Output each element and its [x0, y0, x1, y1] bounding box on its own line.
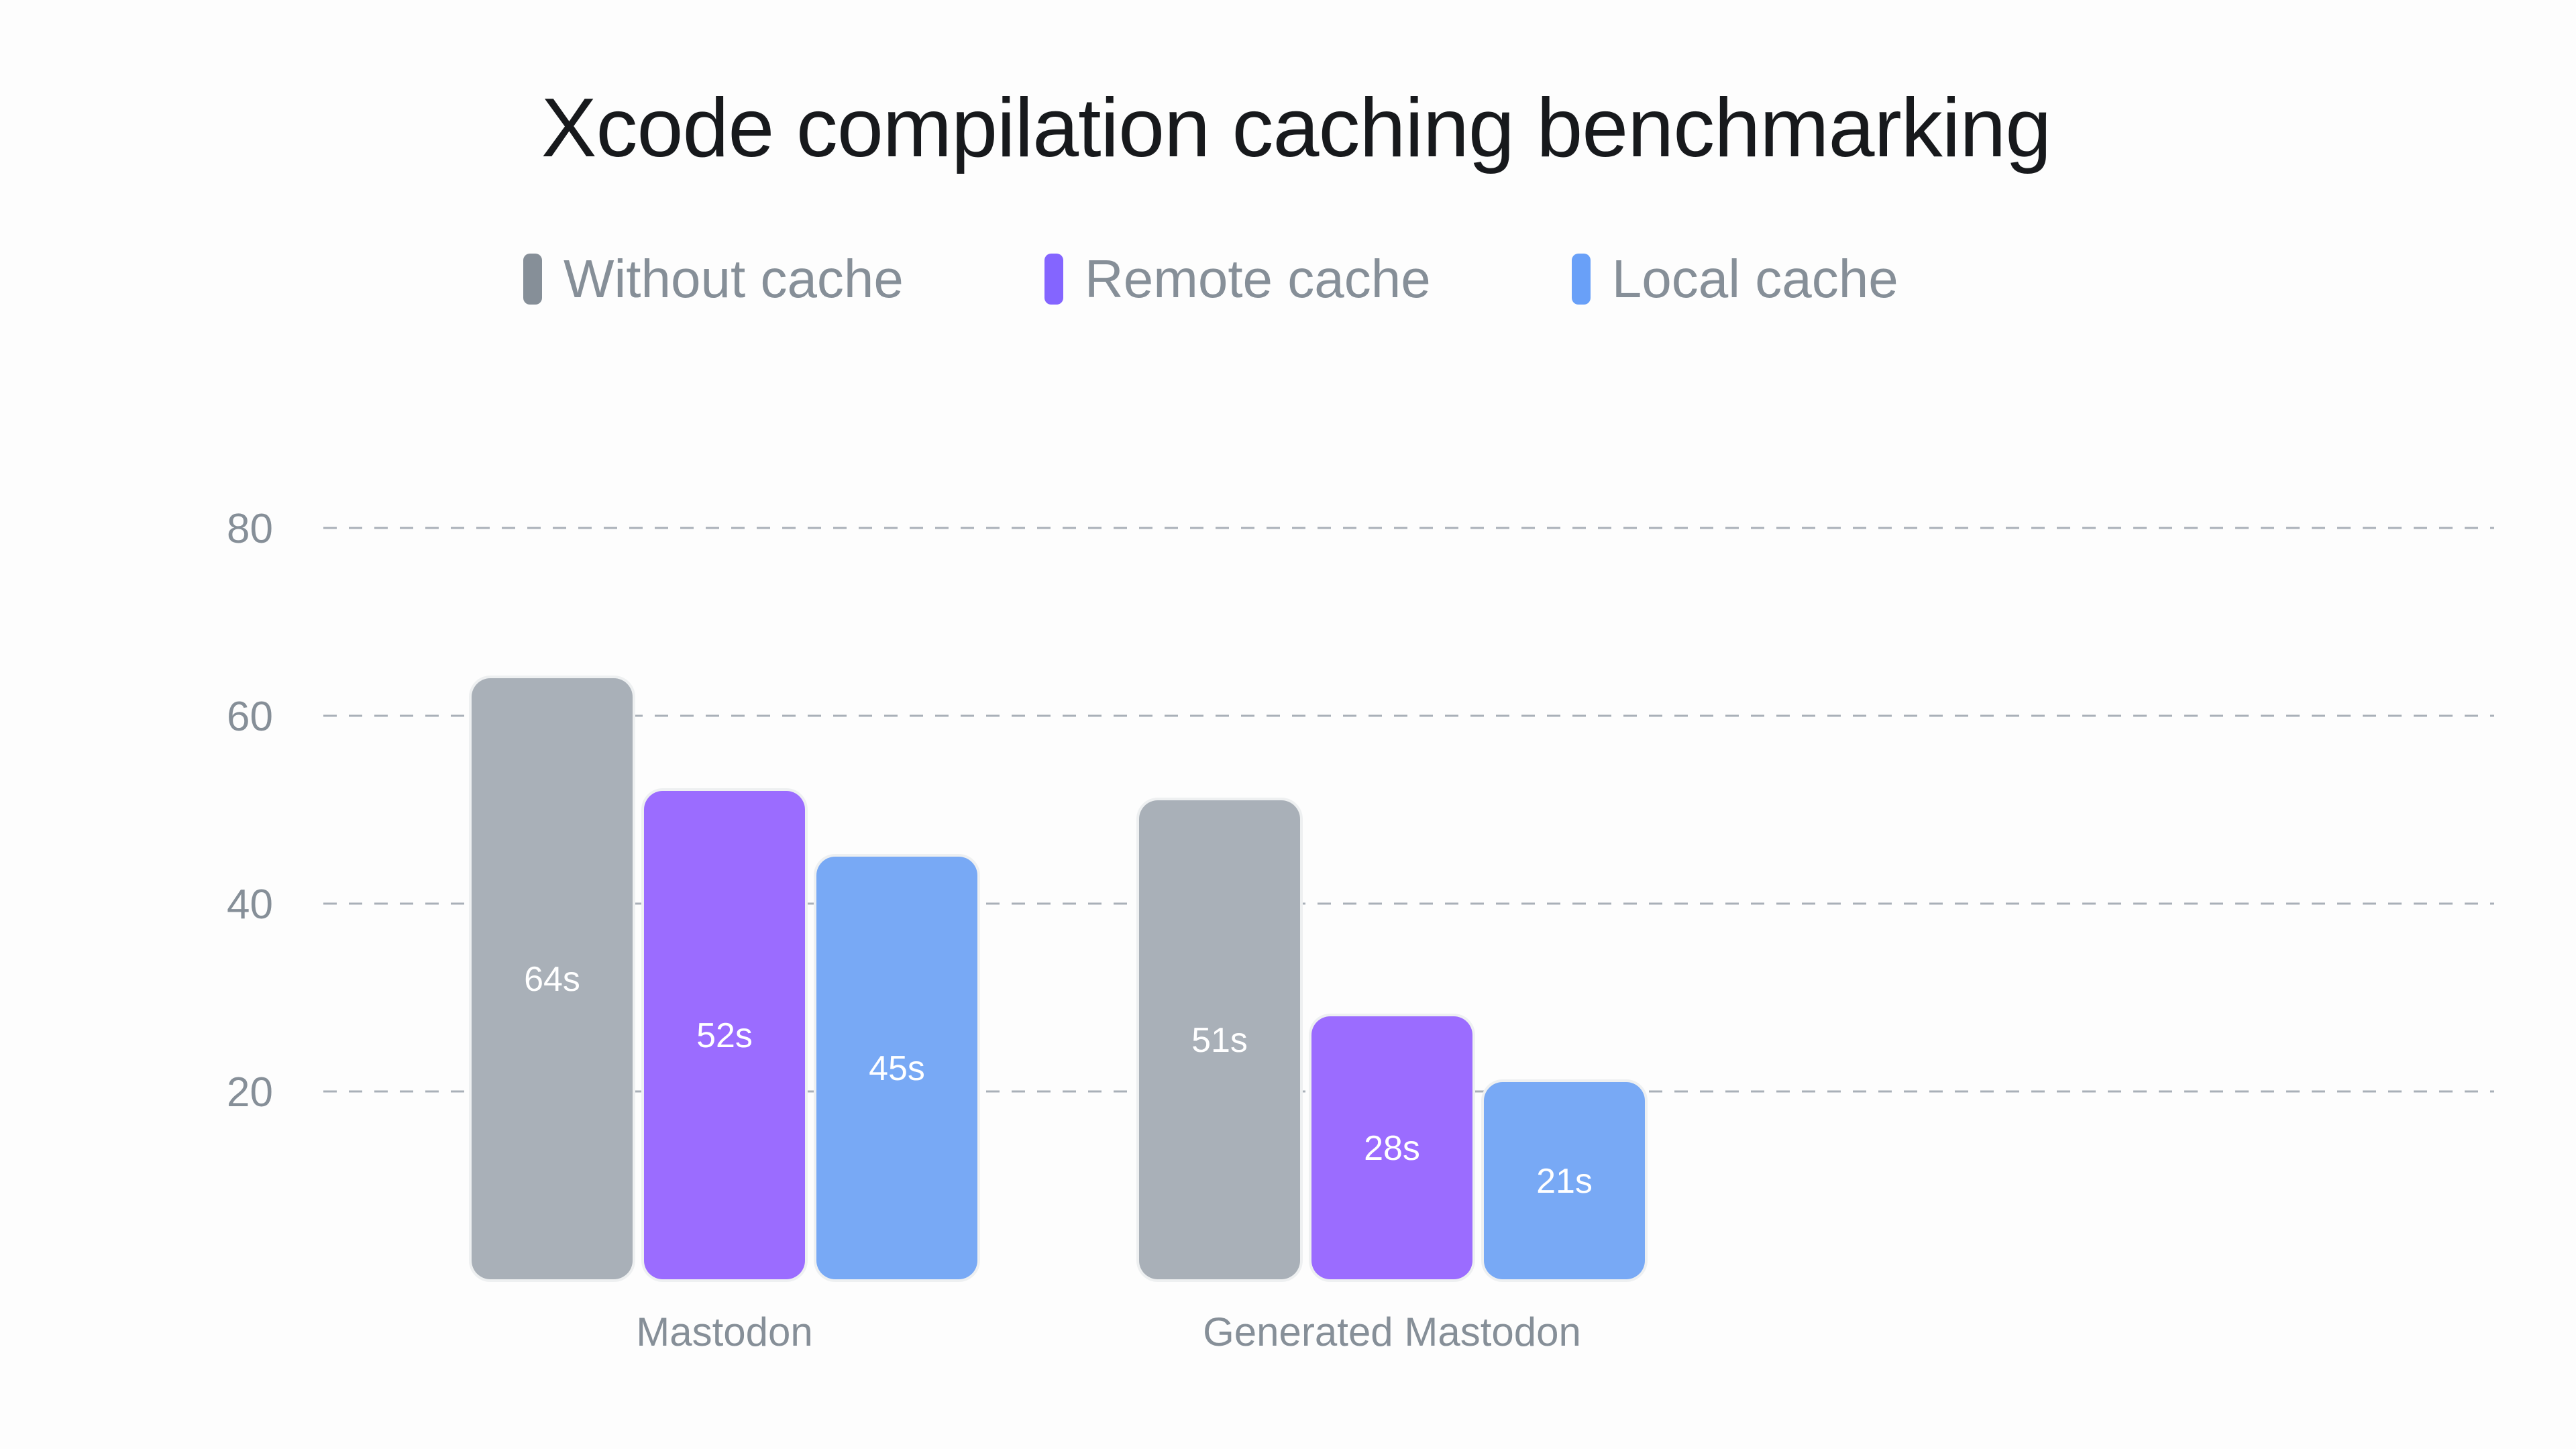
legend-swatch: [1571, 254, 1591, 305]
x-category-label: Mastodon: [636, 1309, 813, 1354]
bar-remote-cache[interactable]: [644, 791, 805, 1279]
legend-item-without-cache[interactable]: Without cache: [523, 248, 904, 310]
data-label: 51s: [1191, 1021, 1248, 1060]
data-label: 21s: [1536, 1162, 1593, 1201]
data-label: 64s: [524, 960, 580, 999]
y-tick-label: 60: [227, 694, 273, 740]
bar-local-cache[interactable]: [1484, 1082, 1645, 1279]
legend-item-remote-cache[interactable]: Remote cache: [1044, 248, 1431, 310]
chart-title: Xcode compilation caching benchmarking: [541, 82, 2051, 174]
bar-remote-cache[interactable]: [1311, 1016, 1472, 1279]
legend-label: Without cache: [564, 249, 904, 309]
legend: Without cache Remote cache Local cache: [523, 248, 2039, 310]
x-category-label: Generated Mastodon: [1203, 1309, 1581, 1354]
y-tick-label: 40: [227, 881, 273, 928]
legend-label: Remote cache: [1084, 249, 1431, 309]
y-tick-label: 20: [227, 1069, 273, 1116]
legend-swatch: [523, 254, 542, 305]
legend-item-local-cache[interactable]: Local cache: [1571, 248, 1898, 310]
legend-label: Local cache: [1611, 249, 1898, 309]
data-label: 45s: [869, 1049, 925, 1088]
bar-without-cache[interactable]: [472, 678, 633, 1279]
y-tick-label: 80: [227, 506, 273, 552]
data-label: 28s: [1364, 1129, 1420, 1168]
legend-swatch: [1044, 254, 1063, 305]
bar-without-cache[interactable]: [1139, 800, 1300, 1279]
bar-local-cache[interactable]: [816, 857, 977, 1279]
data-label: 52s: [696, 1016, 753, 1055]
